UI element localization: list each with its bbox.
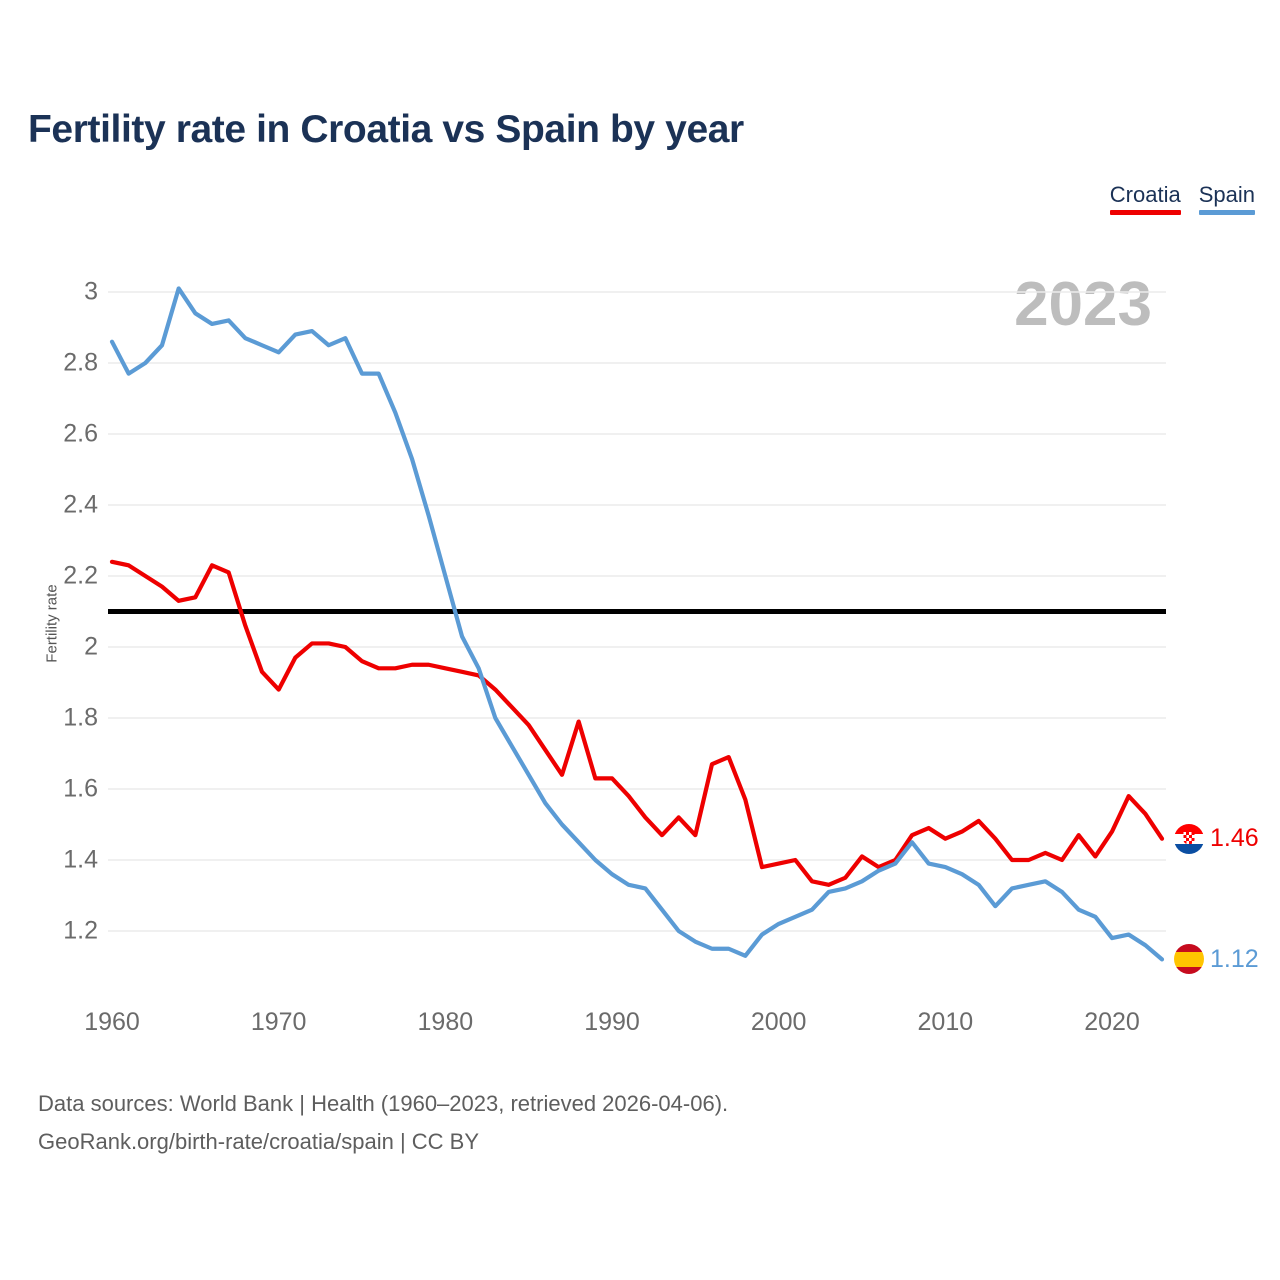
croatia-flag-icon: [1174, 823, 1204, 854]
end-label-value: 1.46: [1210, 824, 1259, 853]
legend-swatch-croatia: [1109, 210, 1181, 215]
x-axis-tick-label: 2010: [917, 1008, 974, 1036]
y-axis-tick-label: 1.4: [63, 845, 98, 874]
y-axis-tick-label: 2.6: [63, 419, 98, 448]
y-axis-tick-label: 3: [84, 277, 98, 306]
x-axis-tick-label: 1990: [584, 1008, 640, 1036]
watermark-year: 2023: [1014, 270, 1152, 339]
y-axis-tick-label: 2.4: [63, 490, 98, 519]
x-axis-tick-label: 2020: [1084, 1008, 1140, 1036]
end-label-spain: 1.12: [1174, 944, 1259, 975]
spain-flag-icon: [1174, 944, 1204, 975]
footer-line-1: Data sources: World Bank | Health (1960–…: [38, 1091, 729, 1116]
y-axis-tick-label: 2.2: [63, 561, 98, 590]
x-axis-tick-label: 1980: [417, 1008, 474, 1036]
footer: Data sources: World Bank | Health (1960–…: [38, 1085, 728, 1161]
x-axis-tick-label: 2000: [750, 1008, 807, 1036]
legend-label-croatia: Croatia: [1109, 182, 1181, 207]
end-label-value: 1.12: [1210, 944, 1259, 973]
y-axis-tick-label: 2: [84, 632, 98, 661]
x-axis-tick-label: 1960: [84, 1008, 140, 1036]
legend-label-spain: Spain: [1198, 182, 1255, 207]
y-axis-tick-label: 1.6: [63, 774, 98, 803]
footer-line-2: GeoRank.org/birth-rate/croatia/spain | C…: [38, 1129, 480, 1154]
legend-swatch-spain: [1198, 210, 1255, 215]
end-label-croatia: 1.46: [1174, 823, 1259, 854]
chart-legend: Croatia Spain: [1109, 182, 1255, 215]
y-axis-tick-label: 2.8: [63, 348, 98, 377]
page-title: Fertility rate in Croatia vs Spain by ye…: [28, 108, 744, 151]
legend-item-spain[interactable]: Spain: [1198, 182, 1255, 215]
x-axis-tick-label: 1970: [250, 1008, 307, 1036]
y-axis-tick-label: 1.8: [63, 703, 98, 732]
legend-item-croatia[interactable]: Croatia: [1109, 182, 1181, 215]
y-axis-tick-label: 1.2: [63, 916, 98, 945]
